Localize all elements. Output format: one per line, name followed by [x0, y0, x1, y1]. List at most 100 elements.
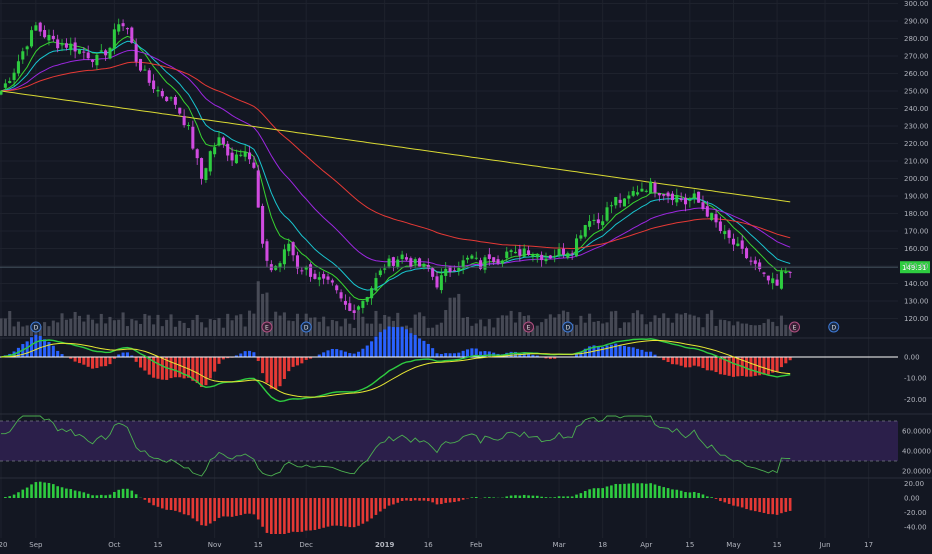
macd-hist-64: [279, 357, 282, 386]
volume-bar-73: [318, 322, 321, 336]
x-tick-0: 20: [0, 541, 7, 549]
price-tick-13: 170.00: [904, 228, 929, 236]
event-marker-label-1: E: [265, 325, 269, 332]
volume-bar-100: [435, 325, 438, 336]
volume-bar-162: [706, 314, 709, 336]
candle-body-119: [518, 249, 521, 256]
volume-bar-20: [87, 315, 90, 336]
candle-body-23: [100, 50, 103, 51]
volume-bar-127: [553, 318, 556, 336]
x-tick-10: Mar: [552, 541, 565, 549]
candle-body-170: [741, 240, 744, 248]
volume-bar-43: [187, 328, 190, 336]
macd-hist-90: [392, 327, 395, 357]
volume-bar-72: [313, 317, 316, 336]
candle-body-5: [21, 51, 24, 59]
osc-bar-100: [436, 498, 439, 504]
candle-body-87: [379, 271, 382, 276]
osc-bar-129: [562, 496, 565, 498]
volume-bar-28: [122, 312, 125, 336]
volume-bar-11: [47, 326, 50, 336]
osc-bar-105: [457, 498, 460, 501]
candle-body-89: [388, 259, 391, 267]
osc-bar-158: [689, 492, 692, 498]
candle-body-129: [562, 249, 565, 255]
osc-bar-149: [649, 483, 652, 498]
volume-bar-55: [239, 314, 242, 336]
osc-bar-40: [174, 498, 177, 511]
macd-hist-33: [143, 357, 146, 371]
candle-body-114: [497, 259, 500, 263]
osc-bar-36: [157, 498, 160, 507]
macd-hist-155: [675, 357, 678, 365]
osc-bar-138: [601, 488, 604, 498]
candle-body-93: [405, 257, 408, 259]
price-tick-0: 300.00: [904, 0, 929, 8]
candle-body-78: [340, 292, 343, 298]
osc-bar-68: [296, 498, 299, 532]
candle-body-120: [523, 249, 526, 257]
volume-bar-116: [505, 316, 508, 336]
candle-body-86: [374, 278, 377, 290]
volume-bar-23: [100, 314, 103, 336]
osc-bar-139: [606, 486, 609, 498]
candle-body-60: [261, 206, 264, 244]
osc-bar-169: [737, 498, 740, 506]
candle-body-20: [87, 52, 90, 58]
macd-hist-28: [122, 353, 125, 357]
candle-body-131: [571, 253, 574, 254]
volume-bar-137: [597, 321, 600, 336]
candle-body-152: [662, 194, 665, 196]
volume-bar-54: [235, 315, 238, 336]
volume-bar-12: [52, 321, 55, 336]
volume-bar-135: [588, 314, 591, 336]
x-tick-4: Nov: [208, 541, 222, 549]
event-marker-label-0: D: [34, 325, 39, 332]
macd-hist-162: [706, 357, 709, 370]
candle-body-74: [322, 274, 325, 278]
candle-body-29: [126, 28, 129, 29]
osc-bar-8: [35, 482, 38, 498]
candle-body-121: [527, 250, 530, 255]
candle-body-69: [300, 270, 303, 271]
candle-body-9: [39, 23, 42, 32]
volume-bar-15: [65, 320, 68, 336]
macd-hist-149: [649, 352, 652, 357]
candle-body-92: [401, 255, 404, 259]
macd-hist-167: [728, 357, 731, 376]
osc-bar-5: [21, 490, 24, 498]
event-marker-label-3: E: [527, 325, 531, 332]
candle-body-151: [658, 193, 661, 195]
macd-hist-100: [435, 353, 438, 357]
volume-bar-99: [431, 328, 434, 336]
candle-body-178: [776, 280, 779, 286]
macd-hist-20: [87, 357, 90, 367]
candle-body-37: [161, 91, 164, 96]
osc-bar-80: [348, 498, 351, 527]
candle-body-118: [514, 252, 517, 253]
macd-hist-106: [462, 351, 465, 357]
price-tick-17: 130.00: [904, 298, 929, 306]
volume-bar-156: [680, 314, 683, 336]
macd-hist-178: [776, 357, 779, 372]
macd-hist-143: [623, 346, 626, 357]
macd-hist-12: [52, 346, 55, 357]
candle-body-34: [148, 70, 151, 83]
volume-bar-59: [257, 281, 260, 336]
volume-bar-140: [610, 311, 613, 336]
osc-bar-25: [109, 495, 112, 498]
macd-hist-65: [283, 357, 286, 379]
candle-body-25: [108, 48, 111, 59]
volume-bar-64: [279, 316, 282, 336]
volume-bar-102: [444, 310, 447, 336]
macd-hist-147: [640, 350, 643, 357]
volume-bar-103: [449, 298, 452, 336]
price-tick-5: 250.00: [904, 88, 929, 96]
volume-bar-136: [592, 322, 595, 336]
osc-bar-133: [580, 493, 583, 498]
volume-bar-67: [292, 321, 295, 336]
volume-bar-177: [771, 322, 774, 336]
osc-bar-16: [69, 489, 72, 498]
volume-bar-98: [427, 328, 430, 336]
volume-bar-48: [209, 319, 212, 336]
